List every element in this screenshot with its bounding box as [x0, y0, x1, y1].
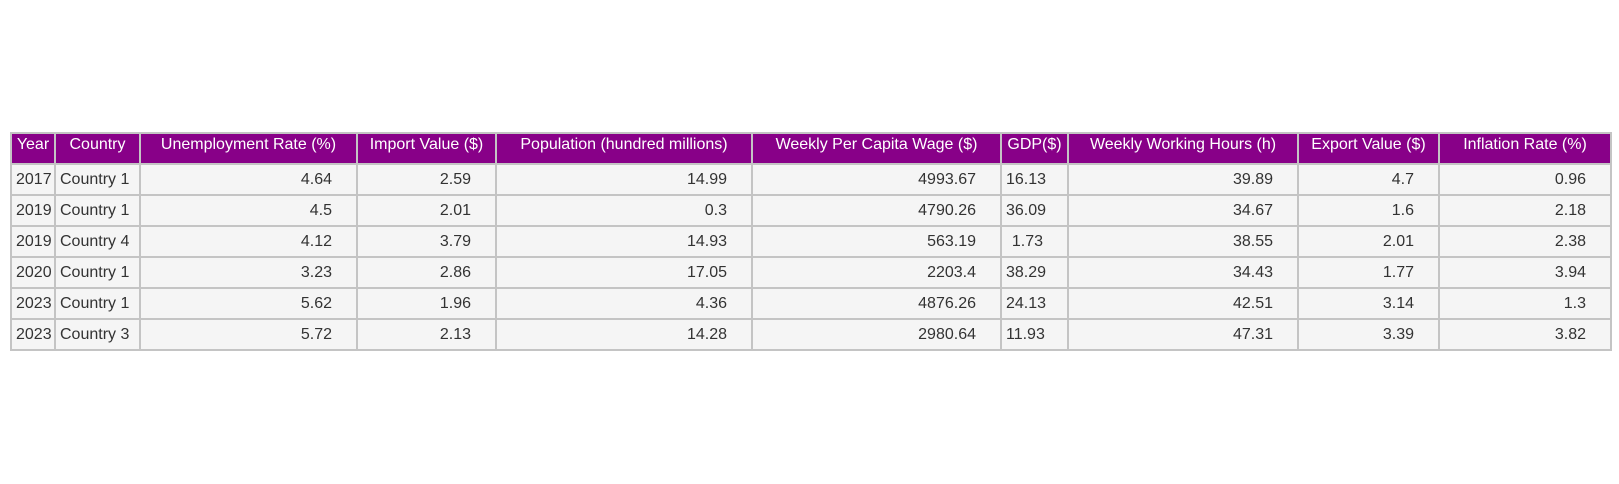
cell-country: Country 4	[54, 225, 141, 258]
cell-export-value: 1.77	[1297, 256, 1440, 289]
cell-import-value: 2.59	[356, 163, 497, 196]
cell-population: 14.99	[495, 163, 753, 196]
table-header-row: Year Country Unemployment Rate (%) Impor…	[10, 132, 1612, 165]
cell-inflation-rate: 2.18	[1438, 194, 1612, 227]
cell-unemployment-rate: 4.12	[139, 225, 358, 258]
header-unemployment-rate: Unemployment Rate (%)	[139, 132, 358, 165]
table-row: 2019 Country 4 4.12 3.79 14.93 563.19 1.73 38.5…	[10, 225, 1612, 258]
cell-inflation-rate: 1.3	[1438, 287, 1612, 320]
cell-year: 2023	[10, 287, 56, 320]
data-table-container: Year Country Unemployment Rate (%) Impor…	[10, 132, 1612, 351]
cell-year: 2017	[10, 163, 56, 196]
table-row: 2017 Country 1 4.64 2.59 14.99 4993.67 16.13 39…	[10, 163, 1612, 196]
cell-unemployment-rate: 4.5	[139, 194, 358, 227]
cell-working-hours: 42.51	[1067, 287, 1299, 320]
cell-country: Country 1	[54, 163, 141, 196]
cell-population: 14.93	[495, 225, 753, 258]
cell-import-value: 2.86	[356, 256, 497, 289]
header-weekly-wage: Weekly Per Capita Wage ($)	[751, 132, 1002, 165]
cell-inflation-rate: 0.96	[1438, 163, 1612, 196]
cell-working-hours: 39.89	[1067, 163, 1299, 196]
header-inflation-rate: Inflation Rate (%)	[1438, 132, 1612, 165]
cell-population: 4.36	[495, 287, 753, 320]
cell-export-value: 2.01	[1297, 225, 1440, 258]
cell-inflation-rate: 2.38	[1438, 225, 1612, 258]
header-year: Year	[10, 132, 56, 165]
cell-inflation-rate: 3.94	[1438, 256, 1612, 289]
cell-import-value: 2.01	[356, 194, 497, 227]
header-population: Population (hundred millions)	[495, 132, 753, 165]
cell-gdp: 36.09	[1000, 194, 1069, 227]
cell-unemployment-rate: 3.23	[139, 256, 358, 289]
cell-import-value: 1.96	[356, 287, 497, 320]
cell-unemployment-rate: 5.72	[139, 318, 358, 351]
table-row: 2019 Country 1 4.5 2.01 0.3 4790.26 36.09 34.67…	[10, 194, 1612, 227]
cell-weekly-wage: 4876.26	[751, 287, 1002, 320]
cell-export-value: 3.39	[1297, 318, 1440, 351]
cell-inflation-rate: 3.82	[1438, 318, 1612, 351]
cell-gdp: 38.29	[1000, 256, 1069, 289]
header-import-value: Import Value ($)	[356, 132, 497, 165]
cell-weekly-wage: 4993.67	[751, 163, 1002, 196]
data-table: Year Country Unemployment Rate (%) Impor…	[10, 132, 1612, 351]
table-row: 2020 Country 1 3.23 2.86 17.05 2203.4 38.29 34.…	[10, 256, 1612, 289]
cell-working-hours: 38.55	[1067, 225, 1299, 258]
cell-gdp: 16.13	[1000, 163, 1069, 196]
cell-gdp: 11.93	[1000, 318, 1069, 351]
table-body: 2017 Country 1 4.64 2.59 14.99 4993.67 16.13 39…	[10, 163, 1612, 351]
cell-population: 14.28	[495, 318, 753, 351]
table-row: 2023 Country 1 5.62 1.96 4.36 4876.26 24.13 42.…	[10, 287, 1612, 320]
cell-weekly-wage: 2203.4	[751, 256, 1002, 289]
header-country: Country	[54, 132, 141, 165]
cell-weekly-wage: 4790.26	[751, 194, 1002, 227]
cell-year: 2019	[10, 225, 56, 258]
cell-country: Country 1	[54, 256, 141, 289]
cell-weekly-wage: 2980.64	[751, 318, 1002, 351]
cell-unemployment-rate: 5.62	[139, 287, 358, 320]
cell-country: Country 1	[54, 287, 141, 320]
cell-weekly-wage: 563.19	[751, 225, 1002, 258]
cell-country: Country 1	[54, 194, 141, 227]
cell-working-hours: 47.31	[1067, 318, 1299, 351]
cell-export-value: 3.14	[1297, 287, 1440, 320]
cell-unemployment-rate: 4.64	[139, 163, 358, 196]
header-export-value: Export Value ($)	[1297, 132, 1440, 165]
table-row: 2023 Country 3 5.72 2.13 14.28 2980.64 11.93 47…	[10, 318, 1612, 351]
cell-year: 2020	[10, 256, 56, 289]
cell-import-value: 3.79	[356, 225, 497, 258]
cell-export-value: 1.6	[1297, 194, 1440, 227]
header-gdp: GDP($)	[1000, 132, 1069, 165]
cell-year: 2019	[10, 194, 56, 227]
cell-country: Country 3	[54, 318, 141, 351]
cell-export-value: 4.7	[1297, 163, 1440, 196]
header-working-hours: Weekly Working Hours (h)	[1067, 132, 1299, 165]
cell-gdp: 24.13	[1000, 287, 1069, 320]
cell-year: 2023	[10, 318, 56, 351]
cell-population: 17.05	[495, 256, 753, 289]
cell-import-value: 2.13	[356, 318, 497, 351]
cell-working-hours: 34.43	[1067, 256, 1299, 289]
cell-working-hours: 34.67	[1067, 194, 1299, 227]
cell-population: 0.3	[495, 194, 753, 227]
cell-gdp: 1.73	[1000, 225, 1069, 258]
